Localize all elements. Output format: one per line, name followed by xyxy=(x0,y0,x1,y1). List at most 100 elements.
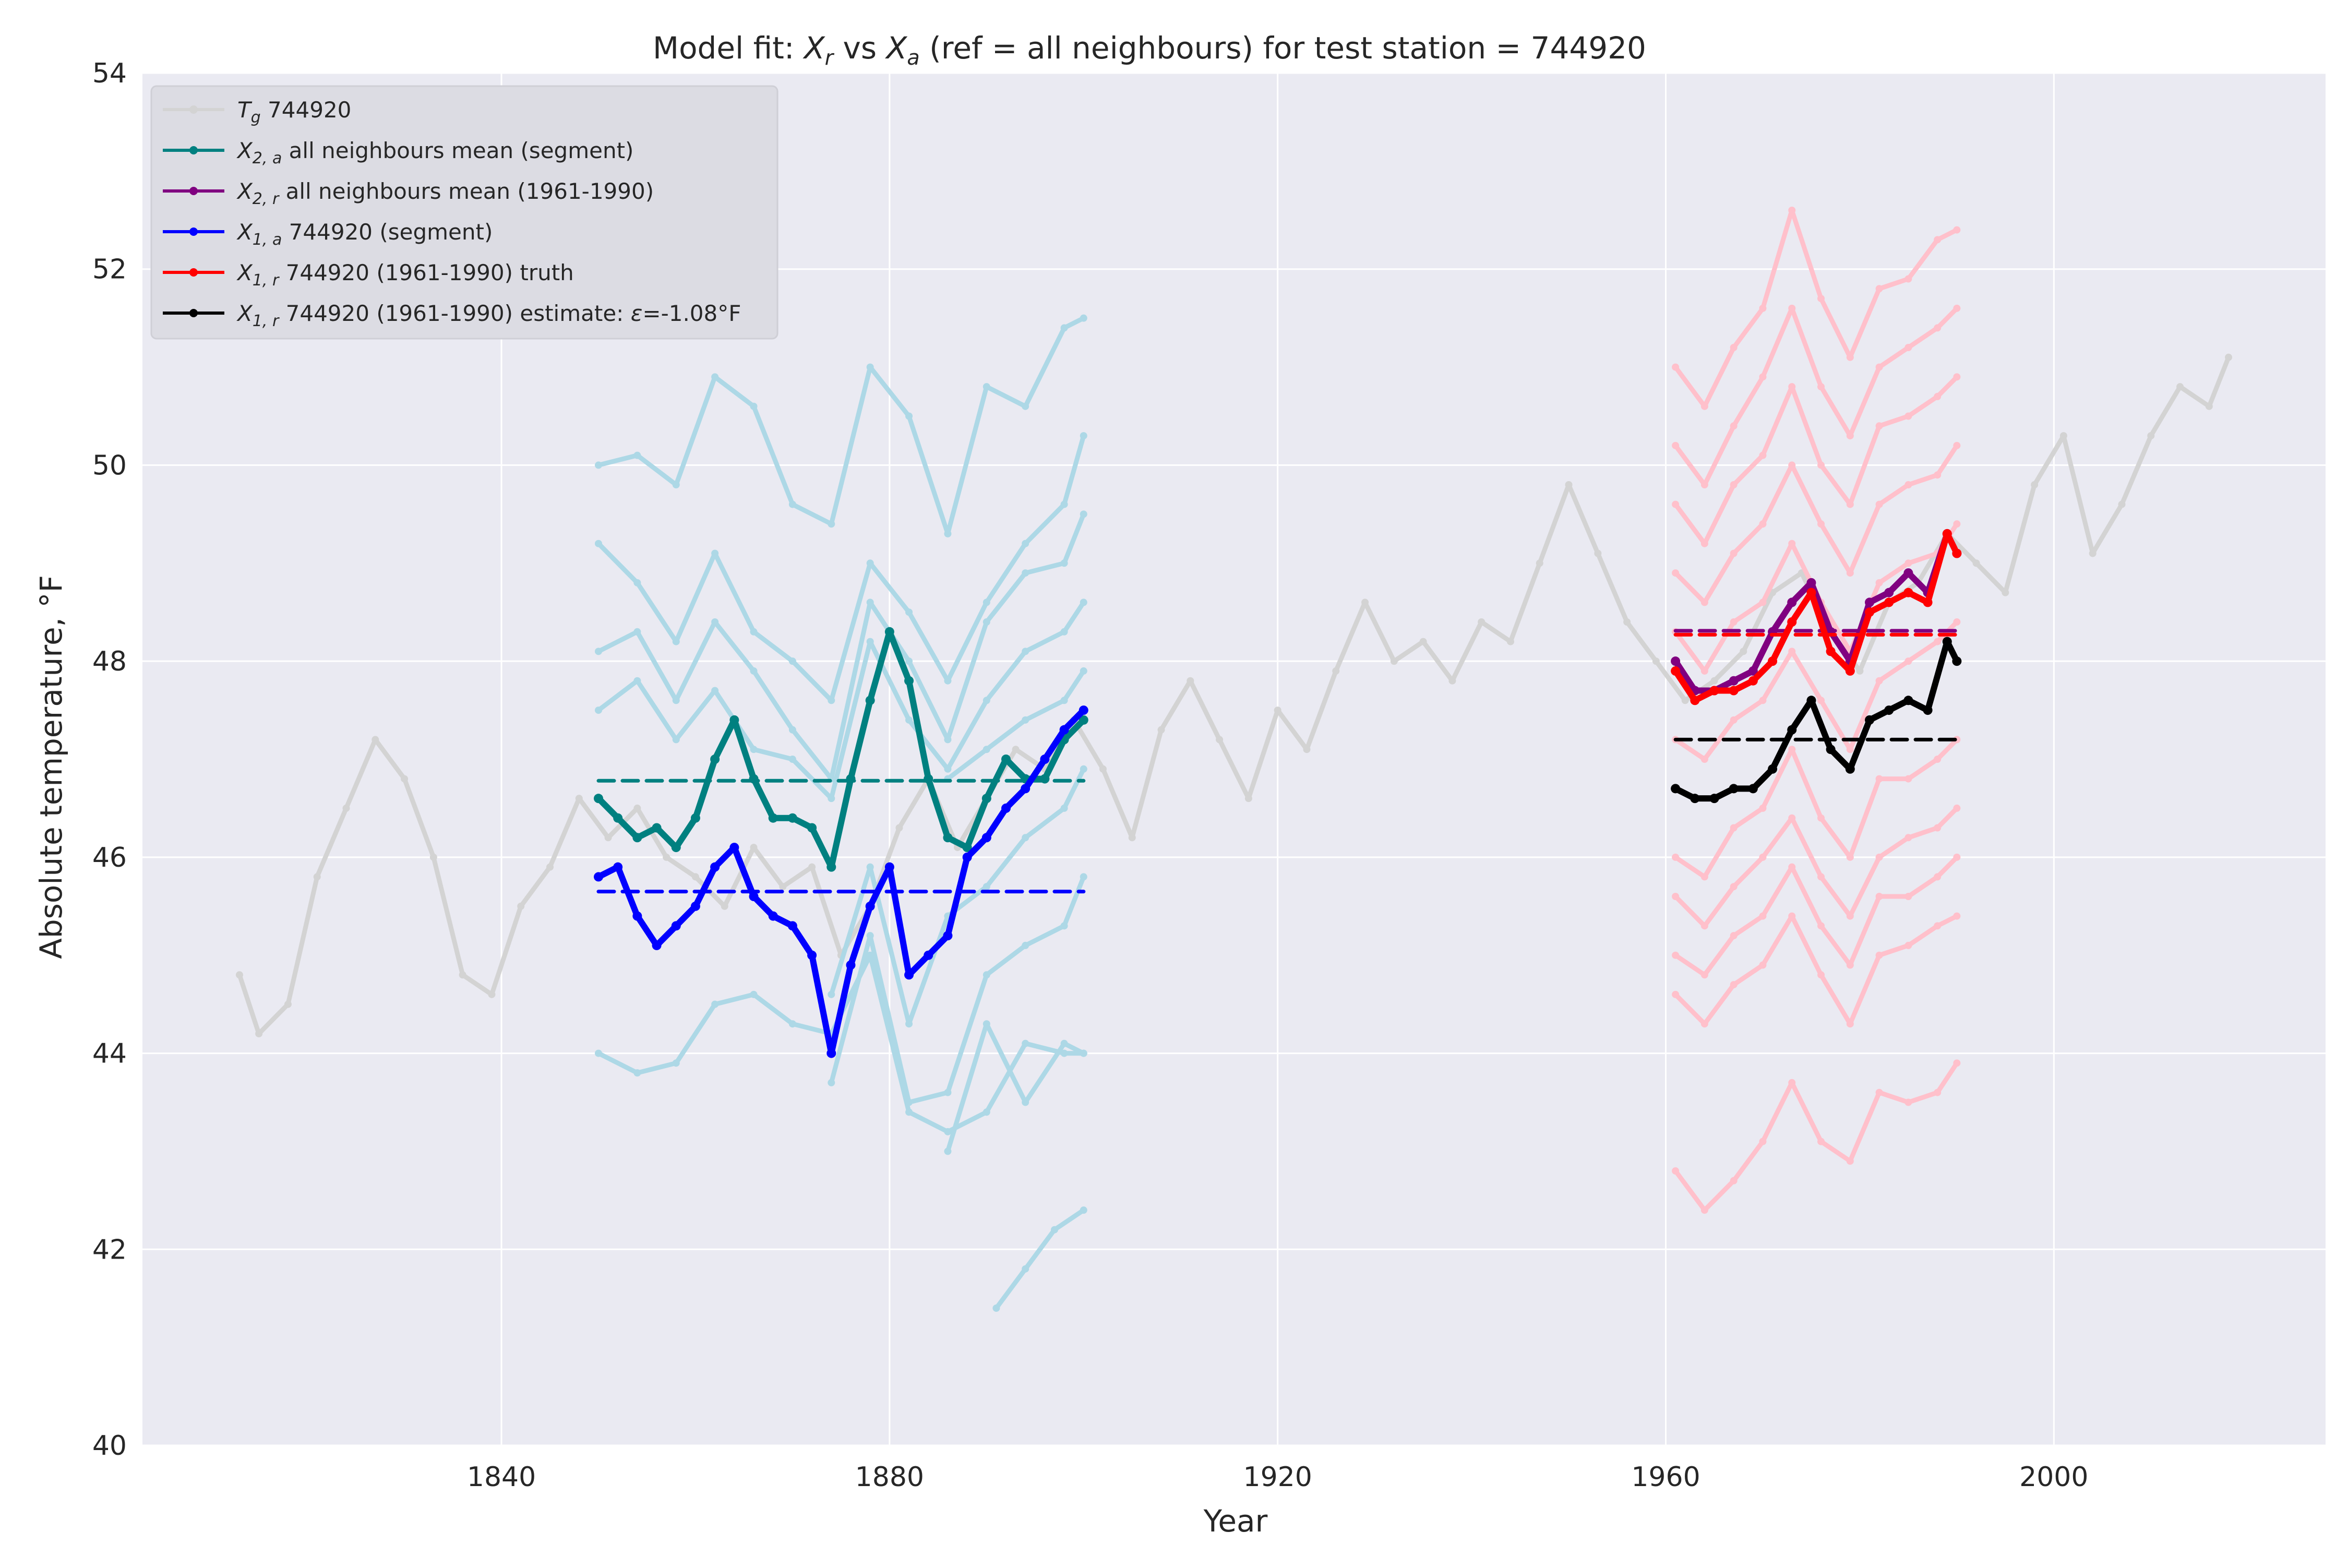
data-point-neigh_seg xyxy=(866,863,874,871)
data-point-neigh_ref xyxy=(1788,814,1796,822)
data-point-neigh_ref xyxy=(1953,1059,1961,1067)
data-point-x1r_est xyxy=(1845,764,1855,774)
data-point-neigh_ref xyxy=(1875,893,1883,900)
data-point-neigh_seg xyxy=(1080,599,1087,606)
data-point-neigh_ref xyxy=(1730,883,1738,891)
y-tick-label: 48 xyxy=(92,646,127,677)
data-point-neigh_ref xyxy=(1817,697,1825,704)
data-point-neigh_seg xyxy=(1060,324,1068,332)
data-point-neigh_ref xyxy=(1904,941,1912,949)
data-point-x1a xyxy=(671,921,681,931)
data-point-neigh_seg xyxy=(633,628,641,636)
data-point-x2a xyxy=(1001,755,1011,764)
data-point-x2a xyxy=(904,676,914,686)
y-tick-label: 44 xyxy=(92,1038,127,1070)
data-point-neigh_ref xyxy=(1672,441,1680,449)
data-point-x1r_est xyxy=(1768,764,1778,774)
data-point-x1r_est xyxy=(1865,715,1875,725)
data-point-neigh_ref xyxy=(1817,461,1825,469)
data-point-x1r_est xyxy=(1903,696,1913,705)
data-point-neigh_ref xyxy=(1700,481,1708,488)
data-point-neigh_ref xyxy=(1730,932,1738,940)
legend-label-x2r: X2, r all neighbours mean (1961-1990) xyxy=(236,178,654,208)
data-point-tg xyxy=(342,804,350,812)
data-point-neigh_ref xyxy=(1788,746,1796,753)
data-point-x2r xyxy=(1884,588,1894,597)
data-point-x1r_est xyxy=(1952,656,1962,666)
data-point-neigh_ref xyxy=(1672,500,1680,508)
data-point-x2a xyxy=(690,813,700,823)
data-point-x1r_truth xyxy=(1709,686,1719,696)
data-point-neigh_ref xyxy=(1672,569,1680,577)
data-point-tg xyxy=(1303,746,1311,753)
data-point-x1a xyxy=(1059,725,1069,735)
data-point-neigh_ref xyxy=(1700,1206,1708,1214)
data-point-x1r_truth xyxy=(1671,666,1681,676)
data-point-neigh_seg xyxy=(594,1049,602,1057)
data-point-x1a xyxy=(943,931,953,941)
data-point-x2a xyxy=(865,696,875,705)
data-point-tg xyxy=(1361,599,1369,606)
data-point-neigh_ref xyxy=(1759,697,1767,704)
data-point-neigh_seg xyxy=(1080,432,1087,440)
data-point-neigh_ref xyxy=(1759,304,1767,312)
data-point-neigh_ref xyxy=(1730,549,1738,557)
data-point-x1a xyxy=(846,960,856,970)
data-point-neigh_seg xyxy=(905,716,913,724)
legend-label-x2a: X2, a all neighbours mean (segment) xyxy=(236,138,633,167)
data-point-tg xyxy=(1187,677,1194,685)
data-point-x2a xyxy=(962,843,972,853)
legend-marker-x1r_truth xyxy=(189,268,198,277)
data-point-neigh_seg xyxy=(1022,1039,1029,1047)
data-point-neigh_seg xyxy=(1080,667,1087,675)
data-point-neigh_ref xyxy=(1730,422,1738,430)
data-point-x2a xyxy=(652,823,662,833)
data-point-x1r_est xyxy=(1942,637,1952,647)
data-point-neigh_ref xyxy=(1672,1167,1680,1175)
series-line-neigh_seg xyxy=(993,1207,1086,1311)
data-point-neigh_ref xyxy=(1934,324,1942,332)
data-point-neigh_seg xyxy=(828,795,835,803)
data-point-neigh_seg xyxy=(983,599,990,606)
data-point-neigh_seg xyxy=(983,697,990,704)
data-point-tg xyxy=(1012,746,1020,753)
data-point-neigh_ref xyxy=(1875,285,1883,293)
data-point-x1r_est xyxy=(1729,784,1739,794)
data-point-neigh_ref xyxy=(1759,373,1767,381)
data-point-neigh_ref xyxy=(1846,353,1854,361)
chart-title: Model fit: Xr vs Xa (ref = all neighbour… xyxy=(653,30,1646,70)
data-point-neigh_ref xyxy=(1875,422,1883,430)
data-point-neigh_seg xyxy=(944,1088,952,1096)
data-point-tg xyxy=(808,863,816,871)
data-point-neigh_seg xyxy=(1060,500,1068,508)
data-point-neigh_ref xyxy=(1953,226,1961,234)
data-point-neigh_seg xyxy=(633,579,641,586)
data-point-neigh_seg xyxy=(672,638,680,645)
data-point-neigh_ref xyxy=(1788,383,1796,391)
data-point-neigh_ref xyxy=(1953,912,1961,920)
data-point-tg xyxy=(546,863,554,871)
legend-marker-x2a xyxy=(189,146,198,154)
legend-marker-x2r xyxy=(189,187,198,195)
data-point-x1a xyxy=(807,950,817,960)
data-point-neigh_seg xyxy=(1022,1098,1029,1106)
data-point-tg xyxy=(459,971,466,979)
data-point-neigh_seg xyxy=(750,990,758,998)
legend-marker-tg xyxy=(189,105,198,114)
data-point-neigh_ref xyxy=(1904,481,1912,488)
data-point-x2r xyxy=(1748,666,1758,676)
data-point-x1a xyxy=(904,970,914,980)
data-point-x2a xyxy=(981,794,991,804)
data-point-neigh_ref xyxy=(1953,520,1961,528)
data-point-tg xyxy=(1623,618,1631,626)
data-point-neigh_ref xyxy=(1730,344,1738,351)
data-point-neigh_ref xyxy=(1700,873,1708,881)
data-point-neigh_ref xyxy=(1846,853,1854,861)
data-point-x2a xyxy=(632,833,642,843)
data-point-x1r_truth xyxy=(1729,686,1739,696)
data-point-neigh_seg xyxy=(1060,697,1068,704)
data-point-tg xyxy=(2225,353,2233,361)
data-point-x1r_truth xyxy=(1942,529,1952,538)
data-point-neigh_ref xyxy=(1934,392,1942,400)
data-point-neigh_ref xyxy=(1934,873,1942,881)
